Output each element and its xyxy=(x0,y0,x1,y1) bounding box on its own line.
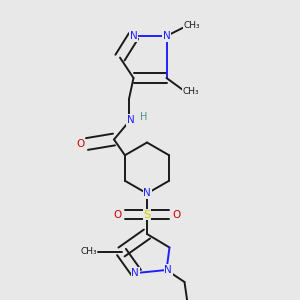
Text: CH₃: CH₃ xyxy=(184,21,200,30)
Text: S: S xyxy=(143,209,151,220)
Text: CH₃: CH₃ xyxy=(182,87,199,96)
Text: N: N xyxy=(131,268,139,278)
Text: CH₃: CH₃ xyxy=(80,248,97,256)
Text: O: O xyxy=(172,209,180,220)
Text: N: N xyxy=(164,265,172,275)
Text: O: O xyxy=(114,209,122,220)
Text: O: O xyxy=(76,139,85,149)
Text: N: N xyxy=(130,31,137,41)
Text: N: N xyxy=(127,115,134,125)
Text: N: N xyxy=(143,188,151,199)
Text: N: N xyxy=(163,31,170,41)
Text: H: H xyxy=(140,112,148,122)
